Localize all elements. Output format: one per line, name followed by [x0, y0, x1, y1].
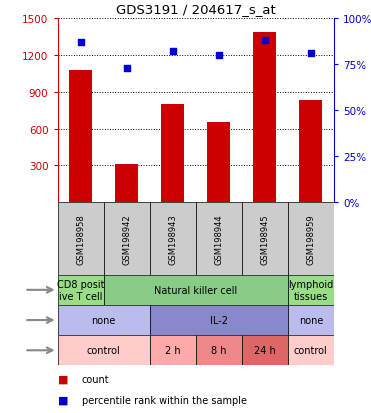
Text: percentile rank within the sample: percentile rank within the sample: [82, 395, 247, 405]
Text: GSM198958: GSM198958: [76, 214, 85, 264]
Bar: [288, 203, 334, 275]
Bar: [242, 203, 288, 275]
Text: 8 h: 8 h: [211, 345, 226, 356]
Bar: [253, 33, 276, 203]
Text: CD8 posit
ive T cell: CD8 posit ive T cell: [57, 279, 104, 301]
Bar: [150, 203, 196, 275]
Text: 2 h: 2 h: [165, 345, 180, 356]
Bar: [288, 275, 334, 305]
Text: ■: ■: [58, 395, 68, 405]
Text: GSM198942: GSM198942: [122, 214, 131, 264]
Text: none: none: [299, 315, 323, 325]
Point: [308, 51, 314, 57]
Text: IL-2: IL-2: [210, 315, 228, 325]
Bar: [288, 335, 334, 366]
Bar: [104, 275, 288, 305]
Bar: [58, 203, 104, 275]
Bar: [196, 203, 242, 275]
Text: GSM198944: GSM198944: [214, 214, 223, 264]
Title: GDS3191 / 204617_s_at: GDS3191 / 204617_s_at: [116, 3, 276, 17]
Point: [170, 49, 175, 55]
Bar: [69, 71, 92, 203]
Bar: [299, 101, 322, 203]
Bar: [58, 275, 104, 305]
Bar: [58, 305, 150, 335]
Text: lymphoid
tissues: lymphoid tissues: [288, 279, 334, 301]
Text: none: none: [91, 315, 116, 325]
Point: [78, 40, 83, 46]
Text: 24 h: 24 h: [254, 345, 276, 356]
Text: GSM198959: GSM198959: [306, 214, 315, 264]
Bar: [196, 335, 242, 366]
Text: Natural killer cell: Natural killer cell: [154, 285, 237, 295]
Bar: [242, 335, 288, 366]
Point: [216, 52, 222, 59]
Bar: [115, 165, 138, 203]
Bar: [161, 105, 184, 203]
Text: control: control: [87, 345, 121, 356]
Bar: [58, 335, 150, 366]
Bar: [288, 305, 334, 335]
Text: ■: ■: [58, 374, 68, 384]
Text: GSM198945: GSM198945: [260, 214, 269, 264]
Point: [124, 65, 129, 72]
Text: count: count: [82, 374, 109, 384]
Text: GSM198943: GSM198943: [168, 214, 177, 264]
Bar: [150, 335, 196, 366]
Point: [262, 38, 268, 44]
Bar: [207, 123, 230, 203]
Bar: [104, 203, 150, 275]
Bar: [150, 305, 288, 335]
Text: control: control: [294, 345, 328, 356]
